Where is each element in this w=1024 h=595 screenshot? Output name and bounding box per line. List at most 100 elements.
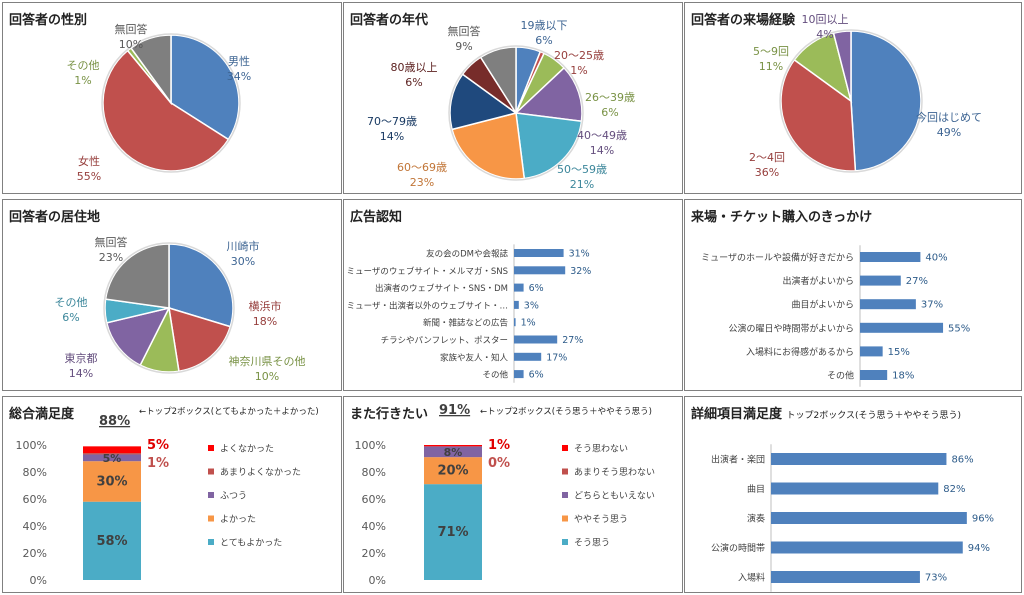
gender-panel: 回答者の性別 男性 34% 女性 55% その他 1% 無回答 10% bbox=[2, 2, 342, 194]
residence-slice-value-4: 6% bbox=[62, 311, 79, 324]
detail-category-1: 曲目 bbox=[747, 484, 765, 495]
ads-value-3: 3% bbox=[524, 300, 539, 311]
revisit-legend-marker-1 bbox=[562, 515, 568, 522]
gender-slice-name-2: その他 bbox=[67, 59, 100, 72]
ads-category-7: その他 bbox=[482, 370, 508, 381]
satisfaction-segment-label-3: 1% bbox=[147, 456, 169, 471]
gender-slice-name-3: 無回答 bbox=[115, 22, 148, 36]
ads-bar-2 bbox=[514, 283, 524, 292]
residence-slice-5 bbox=[104, 243, 170, 309]
trigger-value-1: 27% bbox=[906, 276, 928, 287]
age-slice-value-4: 21% bbox=[570, 178, 594, 191]
trigger-value-0: 40% bbox=[925, 253, 947, 264]
revisit-ytick-1: 20% bbox=[362, 547, 386, 560]
revisit-ytick-4: 80% bbox=[362, 466, 386, 479]
residence-slice-value-2: 10% bbox=[255, 370, 279, 383]
revisit-ytick-2: 40% bbox=[362, 520, 386, 533]
age-slice-value-2: 6% bbox=[601, 106, 618, 119]
trigger-bar-5 bbox=[860, 370, 888, 380]
trigger-category-1: 出演者がよいから bbox=[782, 275, 854, 287]
satisfaction-segment-label-4: 5% bbox=[147, 438, 169, 453]
age-slice-name-7: 80歳以上 bbox=[391, 61, 438, 74]
satisfaction-legend-label-0: とてもよかった bbox=[220, 538, 282, 549]
detail-value-2: 96% bbox=[972, 514, 994, 525]
residence-title: 回答者の居住地 bbox=[9, 210, 101, 225]
ads-category-6: 家族や友人・知人 bbox=[440, 352, 509, 363]
age-slice-name-8: 無回答 bbox=[448, 24, 481, 38]
satisfaction-segment-3 bbox=[83, 453, 141, 455]
ads-bar-7 bbox=[514, 370, 524, 379]
residence-slice-3 bbox=[105, 306, 171, 367]
residence-slice-name-0: 川崎市 bbox=[227, 239, 260, 253]
age-slice-value-3: 14% bbox=[590, 144, 614, 157]
visits-pie-outline bbox=[779, 29, 923, 173]
residence-slice-name-3: 東京都 bbox=[65, 351, 98, 365]
ads-panel: 広告認知 友の会のDMや会報誌 31% ミューザのウェブサイト・メルマガ・SNS 32… bbox=[343, 199, 683, 391]
detail-bar-3 bbox=[771, 541, 963, 554]
residence-slice-name-2: 神奈川県その他 bbox=[229, 354, 306, 368]
age-pie-outline bbox=[448, 45, 584, 181]
residence-slice-name-1: 横浜市 bbox=[249, 299, 282, 313]
residence-slice-value-0: 30% bbox=[231, 255, 255, 268]
trigger-value-3: 55% bbox=[948, 323, 970, 334]
detail-note: トップ2ボックス(そう思う＋ややそう思う) bbox=[786, 411, 962, 421]
ads-value-4: 1% bbox=[521, 318, 536, 329]
visits-slice-name-2: 5～9回 bbox=[753, 45, 789, 58]
detail-category-2: 演奏 bbox=[747, 513, 765, 525]
age-slice-value-1: 1% bbox=[570, 64, 587, 77]
revisit-legend-marker-4 bbox=[562, 445, 568, 451]
revisit-segment-label-3: 0% bbox=[488, 456, 510, 471]
age-slice-6 bbox=[449, 73, 518, 131]
ads-value-6: 17% bbox=[546, 352, 567, 363]
satisfaction-segment-label-0: 58% bbox=[96, 534, 127, 549]
trigger-value-4: 15% bbox=[888, 347, 910, 358]
detail-bar-4 bbox=[771, 571, 920, 583]
ads-value-1: 32% bbox=[570, 266, 591, 277]
revisit-legend-label-2: どちらともいえない bbox=[574, 491, 655, 502]
revisit-ytick-5: 100% bbox=[355, 439, 386, 452]
revisit-legend-marker-0 bbox=[562, 539, 568, 545]
age-slice-name-2: 26～39歳 bbox=[585, 91, 635, 104]
residence-panel: 回答者の居住地 川崎市 30% 横浜市 18% 神奈川県その他 10% 東京都 14% その他 6… bbox=[2, 199, 342, 391]
trigger-bar-2 bbox=[860, 299, 916, 310]
trigger-bar-1 bbox=[860, 275, 901, 286]
revisit-legend-label-0: そう思う bbox=[574, 538, 610, 549]
satisfaction-legend-label-2: ふつう bbox=[220, 491, 247, 502]
detail-category-4: 入場料 bbox=[738, 572, 765, 584]
visits-slice-1 bbox=[780, 58, 857, 172]
revisit-segment-4 bbox=[424, 445, 482, 447]
detail-category-3: 公演の時間帯 bbox=[711, 542, 765, 554]
revisit-segment-label-2: 8% bbox=[444, 446, 463, 459]
gender-slice-1 bbox=[102, 49, 230, 172]
gender-slice-3 bbox=[129, 34, 172, 106]
satisfaction-ytick-5: 100% bbox=[16, 439, 47, 452]
gender-title: 回答者の性別 bbox=[9, 13, 88, 28]
ads-category-3: ミューザ・出演者以外のウェブサイト・… bbox=[347, 300, 508, 311]
revisit-segment-label-4: 1% bbox=[488, 438, 510, 453]
satisfaction-stacked-chart: 0% 20% 40% 60% 80% 100% 88% ←トップ2ボックス(とてもよかった＋よ… bbox=[16, 407, 319, 587]
ads-category-5: チラシやパンフレット、ポスター bbox=[381, 336, 508, 346]
age-slice-8 bbox=[479, 46, 517, 116]
revisit-legend-label-4: そう思わない bbox=[574, 444, 628, 455]
satisfaction-ytick-4: 80% bbox=[23, 466, 47, 479]
ads-bar-chart: 友の会のDMや会報誌 31% ミューザのウェブサイト・メルマガ・SNS 32% 出演者の… bbox=[347, 244, 591, 383]
detail-bar-0 bbox=[771, 453, 947, 465]
detail-value-4: 73% bbox=[925, 573, 947, 584]
residence-slice-0 bbox=[168, 243, 234, 328]
satisfaction-ytick-3: 60% bbox=[23, 493, 47, 506]
trigger-bar-4 bbox=[860, 346, 883, 357]
satisfaction-legend-marker-2 bbox=[208, 492, 214, 498]
gender-slice-value-1: 55% bbox=[77, 170, 101, 183]
ads-value-7: 6% bbox=[529, 370, 544, 381]
gender-slice-name-1: 女性 bbox=[78, 154, 100, 168]
ads-category-4: 新聞・雑誌などの広告 bbox=[423, 318, 508, 329]
detail-bar-chart: 出演者・楽団 86% 曲目 82% 演奏 96% 公演の時間帯 94% 入場料 73% bbox=[711, 444, 994, 592]
revisit-ytick-3: 60% bbox=[362, 493, 386, 506]
residence-slice-name-4: その他 bbox=[55, 296, 88, 309]
detail-bar-1 bbox=[771, 482, 939, 495]
satisfaction-segment-1 bbox=[83, 461, 141, 502]
revisit-segment-label-1: 20% bbox=[437, 464, 468, 479]
detail-title: 詳細項目満足度 トップ2ボックス(そう思う＋ややそう思う) bbox=[691, 403, 961, 422]
age-slice-name-4: 50～59歳 bbox=[557, 163, 607, 176]
trigger-category-4: 入場料にお得感があるから bbox=[746, 346, 854, 358]
